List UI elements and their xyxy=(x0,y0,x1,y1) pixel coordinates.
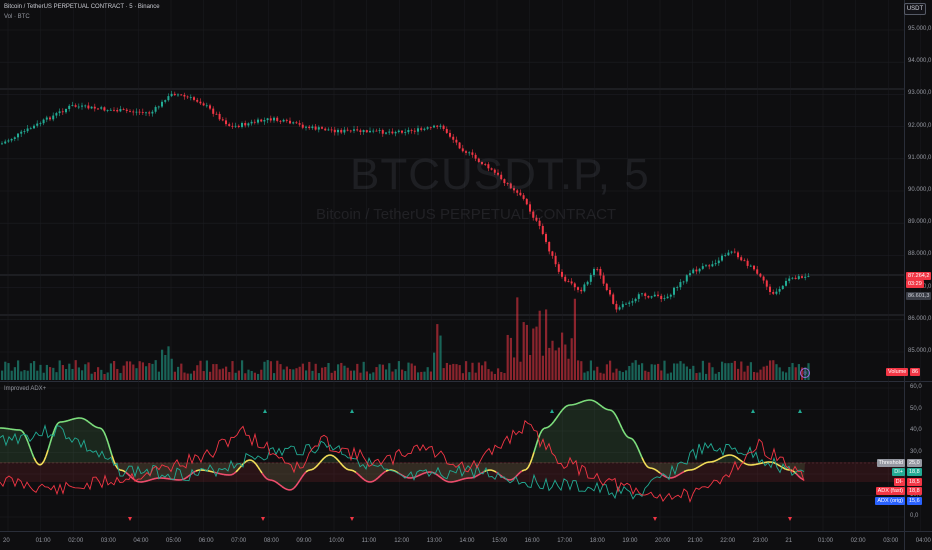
time-axis-label: 20 xyxy=(3,538,10,544)
bullish-signal-marker xyxy=(350,409,354,413)
time-axis-label: 16:00 xyxy=(524,538,540,544)
chart-title: Bitcoin / TetherUS PERPETUAL CONTRACT · … xyxy=(4,4,160,10)
time-axis-label: 22:00 xyxy=(720,538,736,544)
time-axis-label: 21 xyxy=(785,538,793,544)
legend-value: 15,6 xyxy=(907,496,922,505)
price-axis-label: 86.000,0 xyxy=(908,315,932,322)
bearish-signal-marker xyxy=(261,517,265,521)
price-axis-label: 90.000,0 xyxy=(908,187,932,193)
price-axis-label: 89.000,0 xyxy=(908,219,932,226)
indicator-title[interactable]: Improved ADX+ xyxy=(4,386,47,392)
time-axis-label: 03:00 xyxy=(883,538,899,544)
time-axis-label: 07:00 xyxy=(231,538,247,544)
legend-label: DI- xyxy=(893,477,905,486)
legend-label: ADX (fast) xyxy=(875,487,905,496)
time-axis-label: 01:00 xyxy=(818,538,834,544)
indicator-axis-label: 0,0 xyxy=(910,513,919,519)
currency-button[interactable]: USDT xyxy=(904,3,926,15)
time-axis-label: 21:00 xyxy=(687,538,703,544)
bullish-signal-marker xyxy=(263,409,267,413)
legend-value: 18,8 xyxy=(907,468,922,477)
time-axis-label: 19:00 xyxy=(622,538,638,544)
bullish-signal-marker xyxy=(751,409,755,413)
time-axis-label: 09:00 xyxy=(296,538,312,544)
indicator-axis-label: 40,0 xyxy=(910,427,922,433)
bearish-signal-marker xyxy=(350,517,354,521)
price-axis-label: 93.000,0 xyxy=(908,90,932,97)
time-axis-label: 11:00 xyxy=(361,538,377,544)
time-axis-label: 02:00 xyxy=(850,538,866,544)
time-axis-label: 08:00 xyxy=(263,538,279,544)
bearish-signal-marker xyxy=(653,517,657,521)
time-axis-label: 17:00 xyxy=(557,538,573,544)
volume-tag: Volume xyxy=(886,368,909,376)
bearish-signal-marker xyxy=(788,517,792,521)
countdown-tag: 03:29 xyxy=(906,280,924,288)
price-axis-label: 88.000,0 xyxy=(908,251,932,258)
legend-value: 25,0 xyxy=(907,459,922,467)
time-axis-label: 01:00 xyxy=(35,538,51,544)
legend-label: DI+ xyxy=(892,468,905,477)
time-axis-label: 04:00 xyxy=(133,538,149,544)
time-axis-label: 02:00 xyxy=(68,538,84,544)
legend-label: ADX (orig) xyxy=(875,496,905,505)
low-line-tag: 86.601,3 xyxy=(906,292,932,300)
price-axis-label: 91.000,0 xyxy=(908,154,932,161)
candles xyxy=(1,90,810,380)
last-price-tag: 87.264,2 xyxy=(906,272,932,280)
time-axis-label: 13:00 xyxy=(426,538,442,544)
time-axis-label: 20:00 xyxy=(655,538,671,544)
time-axis-label: 23:00 xyxy=(752,538,768,544)
legend-value: 18,5 xyxy=(907,477,922,486)
time-axis-label: 12:00 xyxy=(394,538,410,544)
time-axis-label: 15:00 xyxy=(492,538,508,544)
indicator-axis-label: 50,0 xyxy=(910,405,922,412)
volume-value-tag: 86 xyxy=(910,368,921,376)
symbol-watermark: BTCUSDT.P, 5 xyxy=(350,150,650,199)
time-axis-label: 14:00 xyxy=(459,538,475,544)
bearish-signal-marker xyxy=(128,517,132,521)
alert-icon[interactable]: ◎ xyxy=(800,368,810,378)
price-axis-label: 95.000,0 xyxy=(908,26,932,32)
indicator-axis-label: 30,0 xyxy=(910,448,922,455)
time-axis-label: 04:00 xyxy=(915,538,931,544)
time-axis-label: 05:00 xyxy=(166,538,182,544)
price-axis-label: 94.000,0 xyxy=(908,58,932,65)
legend-value: 18,8 xyxy=(907,487,922,496)
volume-study-label[interactable]: Vol · BTC xyxy=(4,14,30,20)
price-axis-label: 92.000,0 xyxy=(908,122,932,129)
bullish-signal-marker xyxy=(798,409,802,413)
time-axis-label: 10:00 xyxy=(329,538,345,544)
legend-label: Threshold xyxy=(876,459,905,467)
time-axis-label: 03:00 xyxy=(100,538,116,544)
bullish-signal-marker xyxy=(550,409,554,413)
time-axis-label: 06:00 xyxy=(198,538,214,544)
indicator-axis-label: 60,0 xyxy=(910,384,922,390)
time-axis-label: 18:00 xyxy=(589,538,605,544)
price-axis-label: 85.000,0 xyxy=(908,348,932,354)
instrument-watermark: Bitcoin / TetherUS PERPETUAL CONTRACT xyxy=(316,206,617,223)
